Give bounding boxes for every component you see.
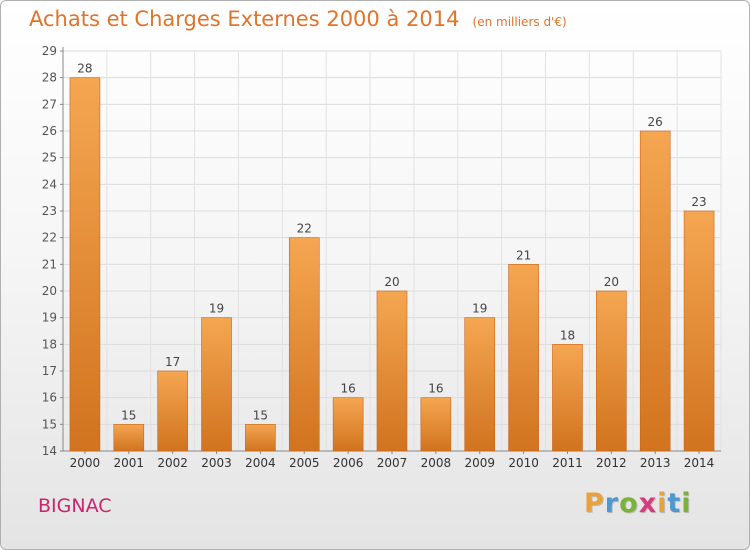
bar-2014 — [683, 210, 715, 452]
bar-2006 — [332, 397, 364, 452]
y-tick-label: 20 — [42, 284, 57, 298]
data-label-2014: 23 — [691, 195, 706, 209]
data-label-2013: 26 — [648, 115, 663, 129]
logo-letter: o — [619, 488, 639, 519]
y-tick-label: 16 — [42, 391, 57, 405]
y-tick-label: 23 — [42, 204, 57, 218]
bar-2008 — [420, 397, 452, 452]
y-tick-label: 18 — [42, 337, 57, 351]
data-label-2004: 15 — [253, 408, 268, 422]
x-tick-label-2007: 2007 — [377, 456, 408, 470]
y-tick-label: 25 — [42, 151, 57, 165]
data-label-2006: 16 — [340, 382, 355, 396]
x-tick-label-2009: 2009 — [464, 456, 495, 470]
y-tick-label: 26 — [42, 124, 57, 138]
logo-letter: i — [681, 488, 692, 519]
data-label-2007: 20 — [384, 275, 399, 289]
data-label-2011: 18 — [560, 328, 575, 342]
data-label-2012: 20 — [604, 275, 619, 289]
logo-letter: P — [584, 488, 605, 519]
y-tick-label: 27 — [42, 97, 57, 111]
bar-2002 — [157, 370, 188, 452]
data-label-2001: 15 — [121, 408, 136, 422]
x-tick-label-2014: 2014 — [684, 456, 715, 470]
y-tick-label: 22 — [42, 231, 57, 245]
x-tick-label-2003: 2003 — [201, 456, 232, 470]
y-tick-label: 21 — [42, 257, 57, 271]
data-label-2003: 19 — [209, 302, 224, 316]
y-tick-label: 28 — [42, 71, 57, 85]
y-tick-label: 17 — [42, 364, 57, 378]
data-label-2010: 21 — [516, 248, 531, 262]
bar-2012 — [596, 290, 627, 452]
x-tick-label-2010: 2010 — [508, 456, 539, 470]
y-tick-label: 29 — [42, 44, 57, 58]
chart-unit: (en milliers d'€) — [472, 15, 567, 29]
data-label-2008: 16 — [428, 382, 443, 396]
data-label-2002: 17 — [165, 355, 180, 369]
logo-letter: x — [638, 488, 658, 519]
bar-2003 — [201, 317, 232, 452]
y-tick-label: 24 — [42, 177, 57, 191]
logo-letter: r — [604, 488, 620, 519]
y-tick-label: 15 — [42, 417, 57, 431]
proxiti-logo[interactable]: Proxiti — [584, 488, 692, 519]
x-tick-label-2000: 2000 — [70, 456, 101, 470]
x-tick-label-2008: 2008 — [421, 456, 452, 470]
chart-header: Achats et Charges Externes 2000 à 2014 (… — [29, 7, 567, 31]
x-tick-label-2012: 2012 — [596, 456, 627, 470]
plot-area: 14 15 16 17 18 19 20 21 22 23 24 25 26 27 28 29 28 2000 15… — [42, 44, 722, 470]
x-tick-label-2013: 2013 — [640, 456, 671, 470]
x-tick-label-2011: 2011 — [552, 456, 583, 470]
bar-2010 — [508, 264, 539, 452]
x-tick-label-2004: 2004 — [245, 456, 276, 470]
commune-name: BIGNAC — [38, 495, 112, 517]
bar-2007 — [376, 290, 408, 452]
y-tick-label: 14 — [42, 444, 57, 458]
bar-2004 — [245, 424, 276, 452]
bar-2005 — [288, 237, 320, 452]
data-label-2009: 19 — [472, 302, 487, 316]
chart-title: Achats et Charges Externes 2000 à 2014 — [29, 7, 460, 31]
x-tick-label-2001: 2001 — [114, 456, 145, 470]
logo-letter: t — [667, 488, 682, 519]
bar-2001 — [113, 424, 145, 452]
logo-letter: i — [657, 488, 668, 519]
data-label-2005: 22 — [297, 222, 312, 236]
bar-2013 — [639, 130, 671, 452]
bar-2000 — [69, 77, 101, 452]
x-tick-label-2002: 2002 — [157, 456, 188, 470]
x-tick-label-2005: 2005 — [289, 456, 320, 470]
bar-2011 — [552, 344, 583, 452]
y-tick-label: 19 — [42, 311, 57, 325]
bar-2009 — [464, 317, 496, 452]
data-label-2000: 28 — [77, 62, 92, 76]
x-tick-label-2006: 2006 — [333, 456, 364, 470]
